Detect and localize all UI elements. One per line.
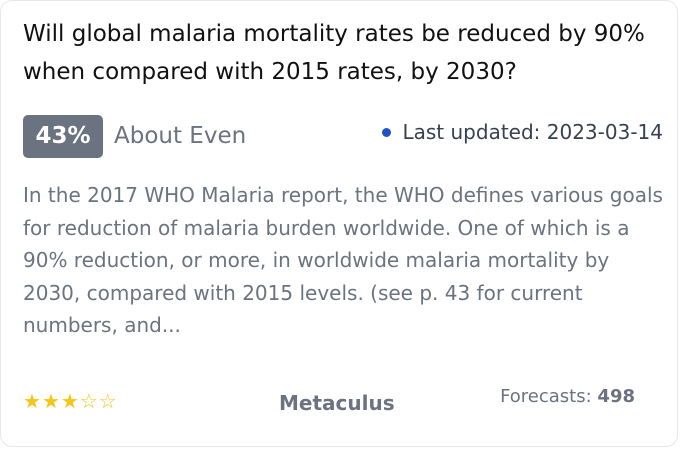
card-footer: ★★★☆☆ Metaculus Forecasts: 498 (23, 381, 663, 421)
probability-row: 43% About Even Last updated: 2023-03-14 (23, 115, 663, 159)
status-dot-icon (382, 128, 392, 137)
star-empty-icon: ☆ (98, 389, 118, 413)
source-platform: Metaculus (279, 391, 395, 415)
forecasts-label: Forecasts: (500, 386, 592, 407)
last-updated: Last updated: 2023-03-14 (382, 115, 663, 149)
star-empty-icon: ☆ (79, 389, 99, 413)
probability-badge: 43% (23, 115, 103, 158)
question-description: In the 2017 WHO Malaria report, the WHO … (23, 183, 663, 337)
star-icon: ★ (41, 389, 61, 413)
last-updated-text: Last updated: 2023-03-14 (402, 120, 663, 144)
quality-rating: ★★★☆☆ (23, 389, 118, 413)
star-icon: ★ (60, 389, 80, 413)
forecasts-number: 498 (597, 386, 635, 407)
forecasts-count: Forecasts: 498 (500, 383, 635, 411)
question-title[interactable]: Will global malaria mortality rates be r… (23, 21, 645, 85)
probability-label: About Even (114, 123, 247, 149)
star-icon: ★ (23, 389, 42, 413)
